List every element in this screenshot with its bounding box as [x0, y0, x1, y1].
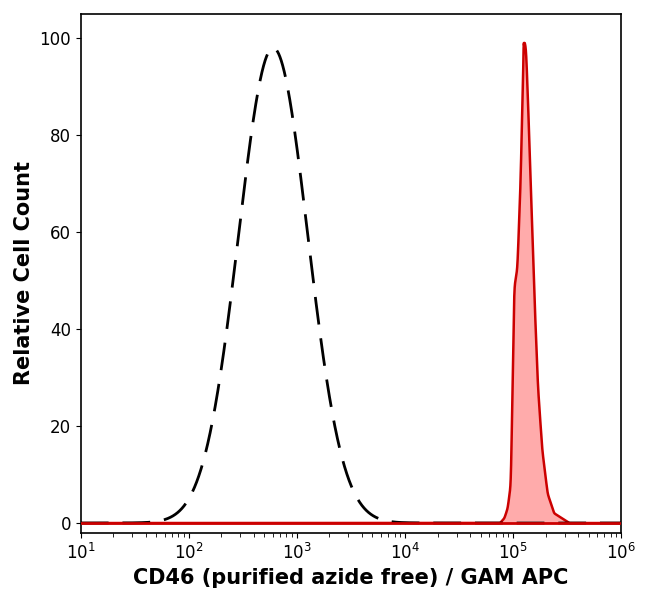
- X-axis label: CD46 (purified azide free) / GAM APC: CD46 (purified azide free) / GAM APC: [133, 568, 569, 588]
- Y-axis label: Relative Cell Count: Relative Cell Count: [14, 161, 34, 385]
